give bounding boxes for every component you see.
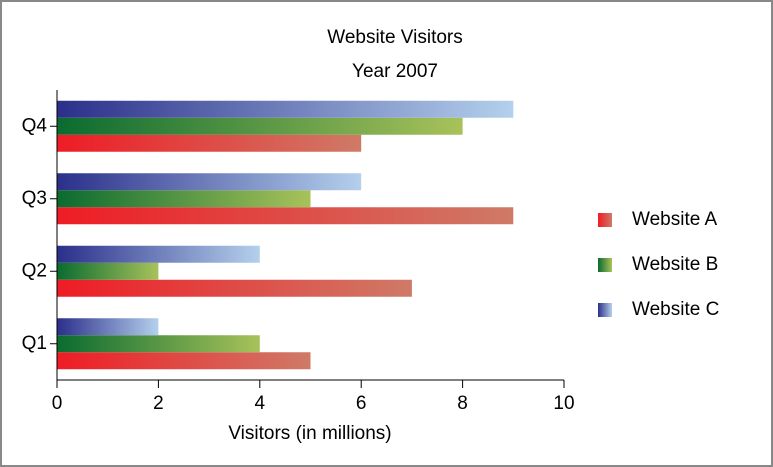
legend-label: Website C — [632, 299, 719, 320]
y-tick-label: Q4 — [22, 115, 48, 136]
bar — [57, 279, 412, 297]
bar — [57, 190, 311, 208]
legend-swatch — [598, 213, 612, 227]
y-tick-label: Q1 — [22, 333, 47, 354]
x-axis-label: Visitors (in millions) — [228, 423, 391, 444]
bar — [57, 117, 463, 135]
bar — [57, 335, 260, 353]
bar — [57, 134, 362, 152]
x-tick-label: 0 — [52, 393, 63, 414]
bar — [57, 352, 311, 370]
bar — [57, 173, 362, 191]
chart-title: Website Visitors — [327, 27, 463, 48]
bar — [57, 262, 159, 280]
legend-swatch — [598, 258, 612, 272]
legend-swatch — [598, 303, 612, 317]
x-tick-label: 6 — [356, 393, 367, 414]
x-tick-label: 10 — [553, 393, 574, 414]
legend-label: Website B — [632, 254, 718, 275]
x-tick-label: 4 — [255, 393, 266, 414]
legend-label: Website A — [632, 209, 718, 230]
bar — [57, 207, 514, 225]
bar — [57, 318, 159, 336]
x-tick-label: 2 — [153, 393, 164, 414]
y-tick-label: Q2 — [22, 260, 47, 281]
bar — [57, 245, 260, 263]
bar — [57, 100, 514, 118]
chart-subtitle: Year 2007 — [352, 61, 438, 82]
y-tick-label: Q3 — [22, 188, 47, 209]
x-tick-label: 8 — [457, 393, 468, 414]
